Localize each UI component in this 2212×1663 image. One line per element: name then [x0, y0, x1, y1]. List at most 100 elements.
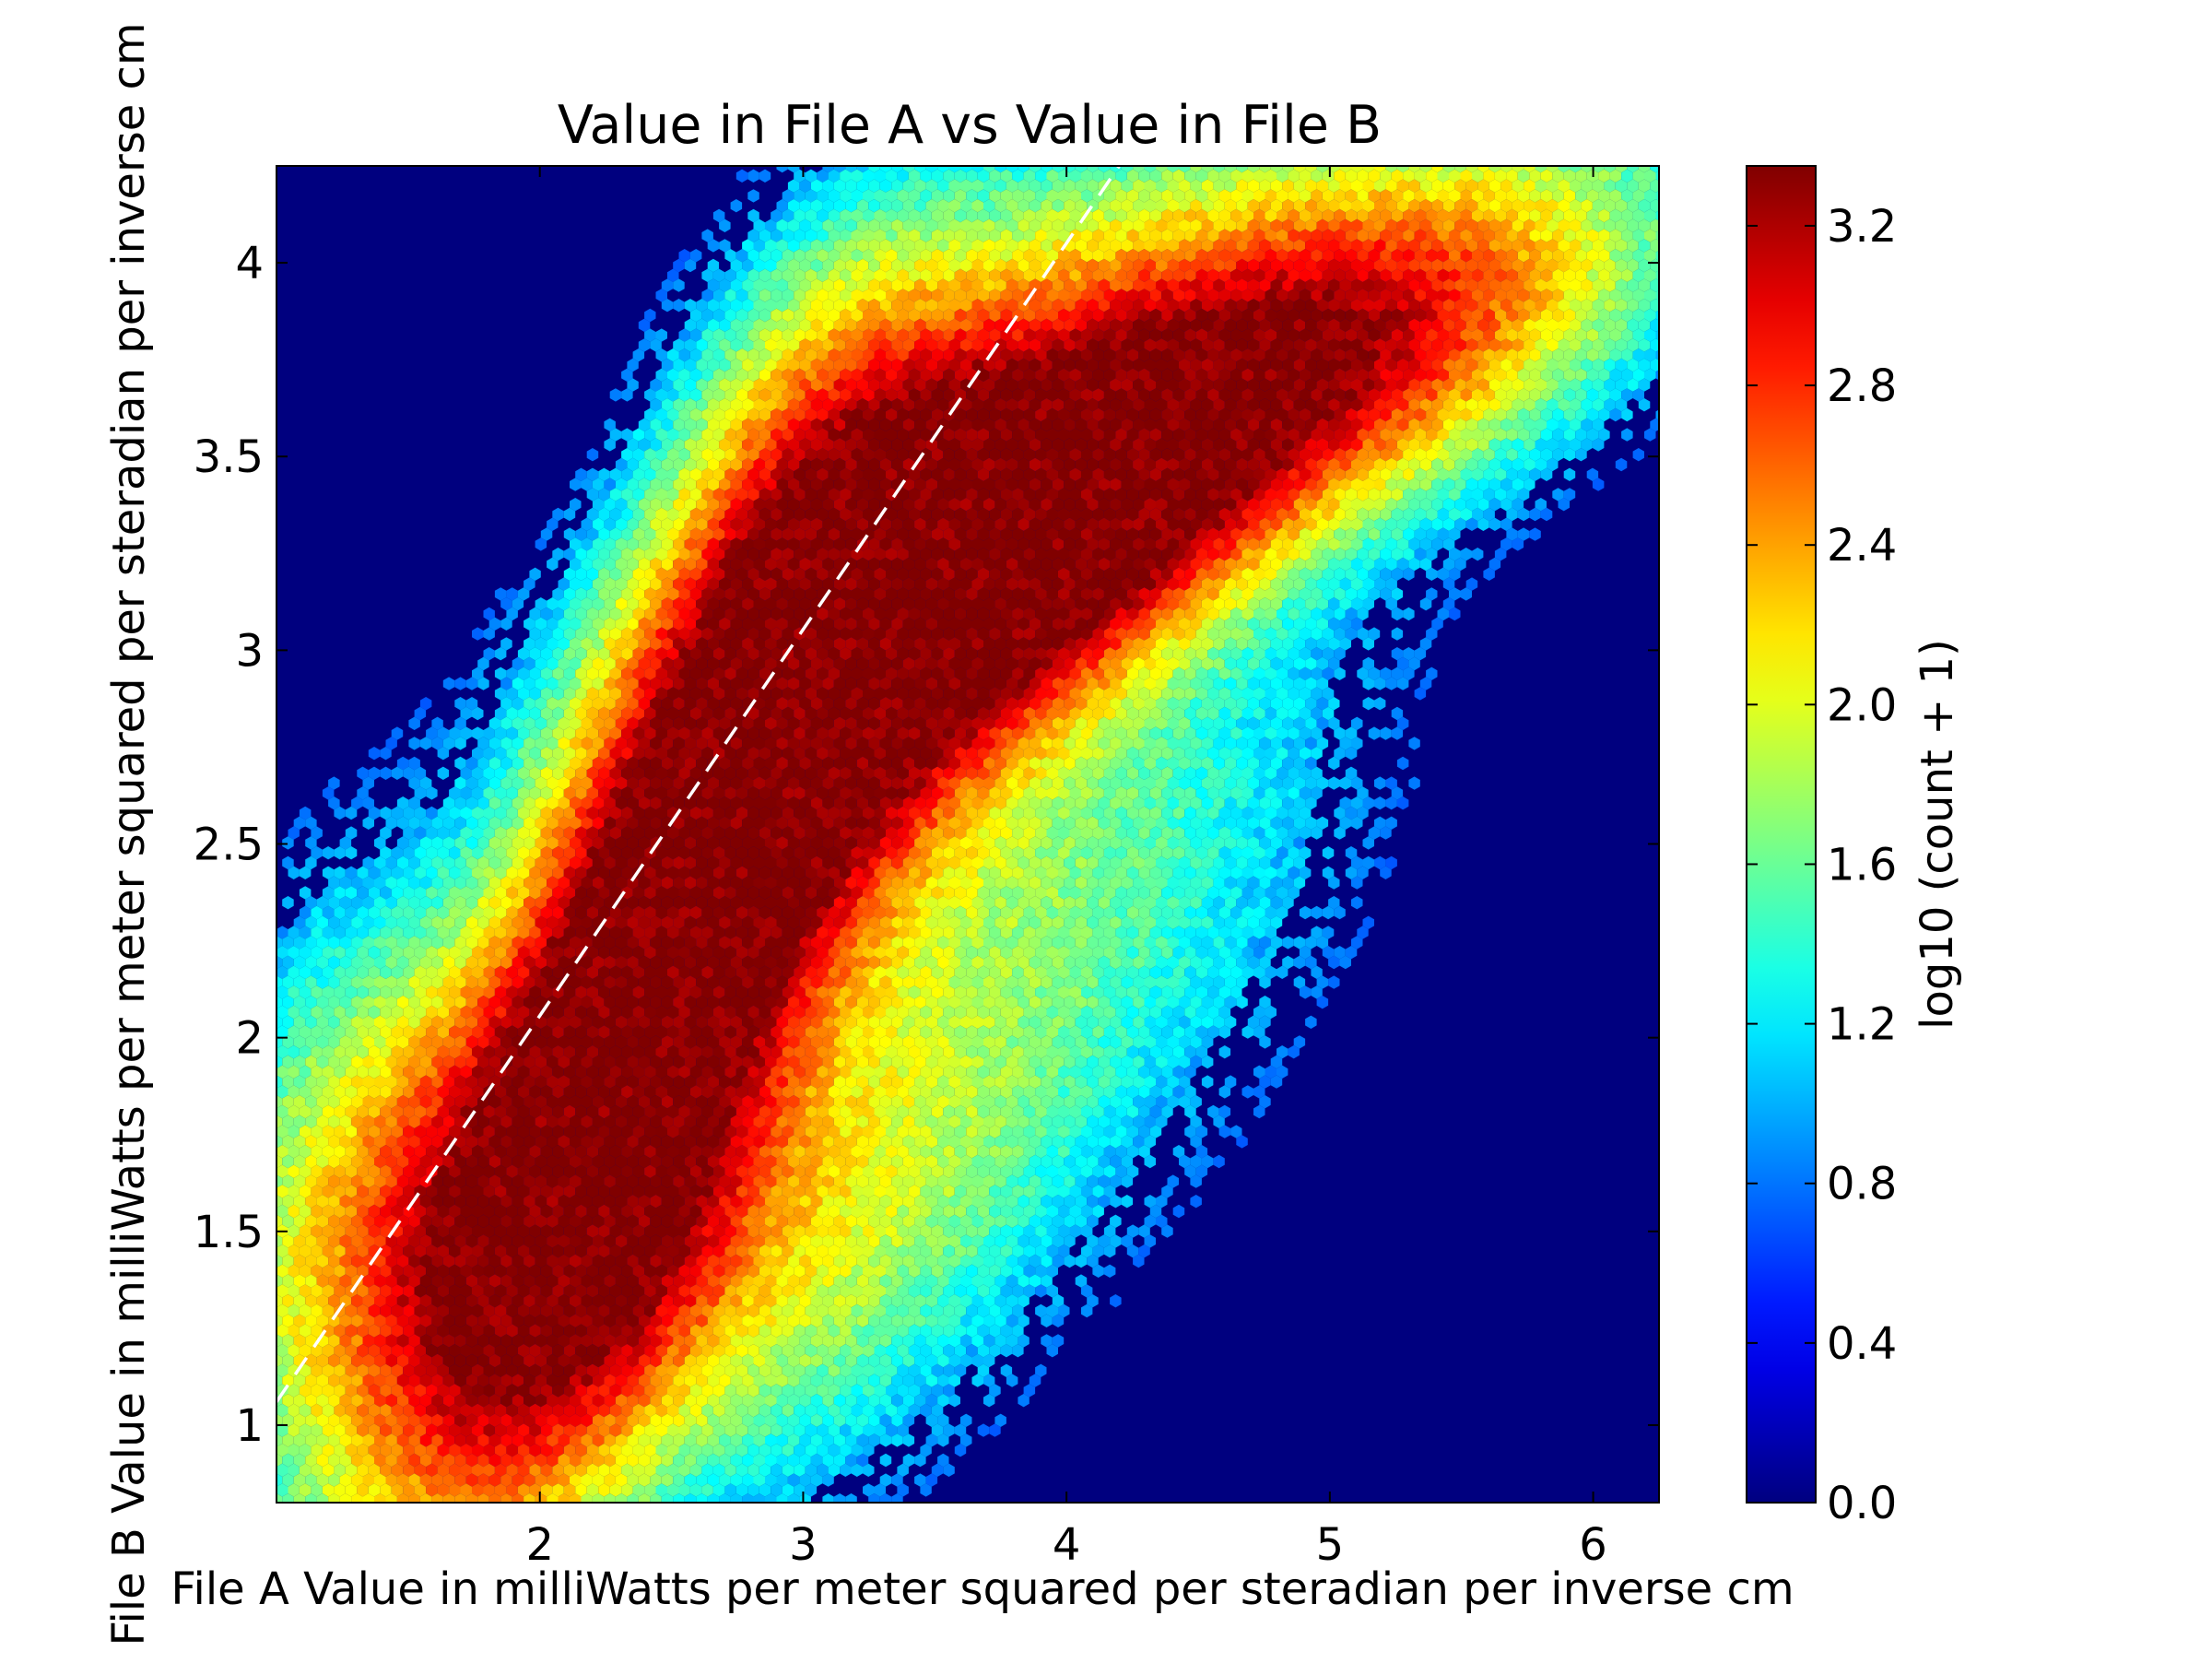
hex-cell [954, 189, 967, 203]
hex-cell [1615, 166, 1628, 173]
hex-cell [925, 166, 938, 173]
hex-cell [1270, 179, 1283, 193]
hex-cell [983, 199, 995, 213]
hex-cell [1558, 166, 1570, 173]
hex-cell [1431, 166, 1443, 173]
hex-cell [1449, 169, 1461, 183]
hex-cell [1041, 166, 1053, 173]
hex-cell [1270, 199, 1283, 213]
hex-cell [931, 169, 944, 183]
hex-cell [1362, 166, 1374, 173]
hex-cell [1277, 189, 1288, 203]
hex-cell [1115, 189, 1127, 203]
hex-cell [943, 169, 955, 183]
hex-cell [1598, 169, 1610, 183]
hex-cell [1506, 189, 1518, 203]
hex-cell [1236, 199, 1248, 213]
hex-cell [989, 189, 1001, 203]
hex-cell [1305, 166, 1317, 173]
hex-cell [1621, 169, 1633, 183]
hex-cell [914, 166, 926, 173]
hex-cell [1431, 179, 1443, 193]
hex-cell [1064, 199, 1076, 213]
hex-cell [1408, 166, 1420, 173]
hex-cell [1632, 169, 1644, 183]
hex-cell [1385, 179, 1397, 193]
hex-cell [1218, 169, 1231, 183]
hex-cell [817, 169, 829, 183]
hex-cell [1535, 179, 1547, 193]
hex-cell [1277, 169, 1288, 183]
hex-cell [1391, 189, 1404, 203]
hex-cell [1253, 189, 1265, 203]
hex-cell [856, 199, 869, 213]
hex-cell [1385, 166, 1397, 173]
hex-cell [1552, 169, 1564, 183]
hex-cell [1442, 166, 1455, 173]
hex-cell [1121, 179, 1134, 193]
hex-cell [1179, 179, 1191, 193]
hex-cell [1213, 166, 1225, 173]
hex-cell [1052, 166, 1065, 173]
hex-cell [1547, 166, 1559, 173]
hex-cell [730, 199, 743, 213]
hex-cell [1213, 179, 1225, 193]
hex-cell [937, 199, 949, 213]
hex-cell [1029, 179, 1041, 193]
hex-cell [1236, 166, 1248, 173]
hex-cell [868, 166, 880, 173]
hex-cell [1437, 169, 1449, 183]
hex-cell [1357, 189, 1369, 203]
hex-cell [787, 166, 800, 173]
hex-cell [994, 199, 1006, 213]
hex-cell [810, 199, 823, 213]
hex-cell [747, 169, 759, 183]
hex-cell [1374, 166, 1386, 173]
hex-cell [1167, 179, 1179, 193]
hex-cell [1540, 169, 1553, 183]
hex-cell [1288, 189, 1300, 203]
hex-cell [1517, 189, 1530, 203]
hex-cell [1075, 166, 1088, 173]
hex-cell [863, 169, 875, 183]
hex-cell [1126, 169, 1139, 183]
hex-cell [1115, 169, 1127, 183]
hex-cell [845, 166, 857, 173]
hex-cell [1403, 169, 1415, 183]
hex-cell [943, 189, 955, 203]
hex-cell [1184, 189, 1196, 203]
hex-cell [1650, 166, 1659, 173]
hex-cell [1293, 179, 1306, 193]
hex-cell [1087, 166, 1099, 173]
hex-cell [1592, 179, 1605, 193]
hex-cell [787, 179, 800, 193]
hex-cell [908, 169, 921, 183]
hex-cell [1351, 166, 1363, 173]
hex-cell [1006, 179, 1018, 193]
hex-cell [1092, 169, 1104, 183]
hex-cell [1058, 189, 1070, 203]
hex-cell [1662, 199, 1674, 212]
hex-cell [1144, 199, 1156, 213]
hex-cell [1195, 169, 1208, 183]
hex-cell [1299, 189, 1312, 203]
hex-cell [874, 189, 886, 203]
hex-cell [851, 189, 863, 203]
hex-cell [1006, 166, 1018, 173]
hex-cell [1465, 166, 1478, 173]
hex-cell [1380, 189, 1392, 203]
hex-cell [1069, 189, 1081, 203]
hex-cell [810, 179, 823, 193]
hex-cell [1403, 189, 1415, 203]
hex-cell [1575, 189, 1587, 203]
hex-cell [1570, 166, 1582, 173]
hex-cell [1426, 169, 1438, 183]
hex-cell [1293, 199, 1306, 213]
hex-cell [1179, 166, 1191, 173]
hex-cell [1547, 179, 1559, 193]
hex-cell [1592, 166, 1605, 173]
hex-cell [828, 189, 841, 203]
hex-cell [1391, 169, 1404, 183]
hex-cell [799, 199, 811, 213]
hex-cell [1012, 169, 1024, 183]
